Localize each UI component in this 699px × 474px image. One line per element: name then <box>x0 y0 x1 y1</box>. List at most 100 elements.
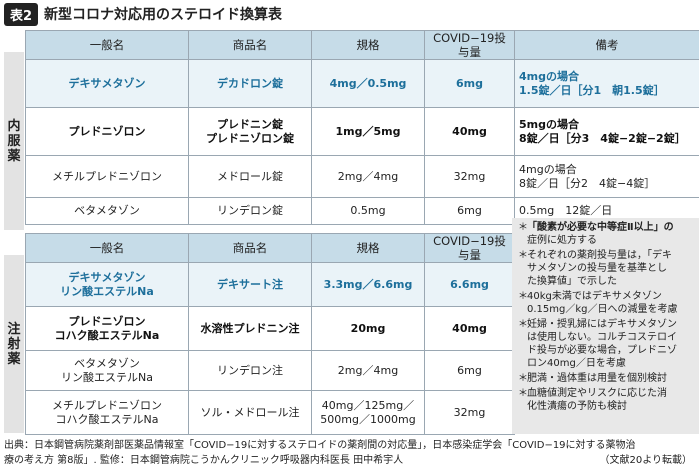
dose-line: 6mg <box>457 204 482 217</box>
cell-spec: 40mg／125mg／ 500mg／1000mg <box>311 390 425 435</box>
footer-reference: （文献20より転載） <box>599 455 692 466</box>
generic-line: リン酸エステルNa <box>60 284 154 298</box>
cell-brand: デカドロン錠 <box>188 59 312 108</box>
cell-generic: プレドニゾロン <box>25 107 189 156</box>
cell-spec: 2mg／4mg <box>311 155 425 198</box>
remarks-line: 8錠／日［分2 4錠−4錠］ <box>519 176 656 190</box>
cell-dose: 32mg <box>424 155 515 198</box>
source-footer: 出典：日本鋼管病院薬剤部医薬品情報室「COVID−19に対するステロイドの薬剤間… <box>4 438 698 468</box>
cell-dose: 6mg <box>424 350 515 391</box>
table-row: ベタメタゾン リン酸エステルNa リンデロン注 2mg／4mg 6mg <box>25 350 515 391</box>
spec-line: 4mg／0.5mg <box>329 76 407 90</box>
brand-line: プレドニン錠 <box>217 117 283 131</box>
asterisk-icon: ＊ <box>518 373 528 384</box>
spec-line: 2mg／4mg <box>337 169 399 183</box>
cell-dose: 32mg <box>424 390 515 435</box>
brand-line: デカドロン錠 <box>217 76 283 90</box>
column-header: 商品名 <box>188 233 312 263</box>
dose-line: 40mg <box>452 321 487 335</box>
dose-line: 6.6mg <box>450 277 489 291</box>
brand-line: メドロール錠 <box>217 169 283 183</box>
generic-line: ベタメタゾン <box>74 356 140 370</box>
note-line: 妊婦・授乳婦にはデキサメタゾン <box>527 319 677 330</box>
brand-line: プレドニゾロン錠 <box>206 131 294 145</box>
column-header: 一般名 <box>25 30 189 60</box>
brand-line: リンデロン錠 <box>217 204 283 217</box>
cell-spec: 4mg／0.5mg <box>311 59 425 108</box>
generic-line: メチルプレドニゾロン <box>52 398 162 412</box>
table-title: 新型コロナ対応用のステロイド換算表 <box>44 7 283 23</box>
generic-line: コハク酸エステルNa <box>55 412 159 426</box>
cell-spec: 3.3mg／6.6mg <box>311 262 425 307</box>
brand-line: 水溶性プレドニン注 <box>200 321 300 335</box>
generic-line: プレドニゾロン <box>68 314 146 328</box>
cell-dose: 40mg <box>424 306 515 351</box>
column-header: 規格 <box>311 30 425 60</box>
note-item: ＊血糖値測定やリスクに応じた消 化性潰瘍の予防も検討 <box>518 387 697 413</box>
spec-line: 20mg <box>350 321 386 335</box>
cell-remarks: 5mgの場合 8錠／日［分3 4錠−2錠−2錠］ <box>514 107 699 156</box>
spec-line: 40mg／125mg／ <box>321 398 415 412</box>
note-line: 化性潰瘍の予防も検討 <box>527 401 627 412</box>
cell-spec: 20mg <box>311 306 425 351</box>
footer-source-line-1: 出典：日本鋼管病院薬剤部医薬品情報室「COVID−19に対するステロイドの薬剤間… <box>4 440 636 451</box>
cell-brand: デキサート注 <box>188 262 312 307</box>
cell-dose: 40mg <box>424 107 515 156</box>
oral-drug-table: 一般名 商品名 規格 COVID−19投与量 備考 デキサメタゾン デカドロン錠 4mg／0… <box>25 30 699 225</box>
generic-line: プレドニゾロン <box>68 124 146 138</box>
column-header: 規格 <box>311 233 425 263</box>
note-item: ＊「酸素が必要な中等症Ⅱ以上」の 症例に処方する <box>518 221 697 247</box>
note-line: サメタゾンの投与量を基準とし <box>527 263 667 274</box>
cell-generic: プレドニゾロン コハク酸エステルNa <box>25 306 189 351</box>
dose-line: 40mg <box>452 124 487 138</box>
note-item: ＊それぞれの薬剤投与量は，「デキ サメタゾンの投与量を基準とし た換算値」で示した <box>518 249 697 288</box>
column-header: 商品名 <box>188 30 312 60</box>
cell-spec: 2mg／4mg <box>311 350 425 391</box>
note-line: ロン40mg／日を考慮 <box>527 358 626 369</box>
table-number-badge: 表2 <box>4 2 39 26</box>
table-row: デキサメタゾン デカドロン錠 4mg／0.5mg 6mg 4mgの場合 1.5錠／日［分1… <box>25 59 699 108</box>
table-row: メチルプレドニゾロン メドロール錠 2mg／4mg 32mg 4mgの場合 8錠／日［分2… <box>25 155 699 198</box>
cell-spec: 1mg／5mg <box>311 107 425 156</box>
remarks-line: 5mgの場合 <box>519 117 579 131</box>
brand-line: デキサート注 <box>217 277 283 291</box>
cell-brand: 水溶性プレドニン注 <box>188 306 312 351</box>
cell-dose: 6.6mg <box>424 262 515 307</box>
note-line: ド投与が必要な場合，プレドニゾ <box>527 345 677 356</box>
cell-dose: 6mg <box>424 59 515 108</box>
cell-spec: 0.5mg <box>311 197 425 225</box>
cell-brand: リンデロン錠 <box>188 197 312 225</box>
note-line: 0.15mg／kg／日への減量を考慮 <box>527 304 678 315</box>
note-item: ＊ 40kg未満ではデキサメタゾン 0.15mg／kg／日への減量を考慮 <box>518 290 697 316</box>
cell-brand: ソル・メドロール注 <box>188 390 312 435</box>
spec-line: 3.3mg／6.6mg <box>323 277 413 291</box>
cell-brand: プレドニン錠 プレドニゾロン錠 <box>188 107 312 156</box>
dose-line: 32mg <box>453 169 486 183</box>
column-header: 備考 <box>514 30 699 60</box>
note-line: 肥満・過体重は用量を個別検討 <box>527 373 667 384</box>
injection-drug-table: 一般名 商品名 規格 COVID−19投与量 デキサメタゾン リン酸エステルNa デキサー… <box>25 233 515 435</box>
cell-generic: デキサメタゾン <box>25 59 189 108</box>
generic-line: デキサメタゾン <box>68 76 146 90</box>
remarks-line: 4mgの場合 <box>519 69 579 83</box>
column-header: COVID−19投与量 <box>424 30 515 60</box>
column-header: 一般名 <box>25 233 189 263</box>
spec-line: 2mg／4mg <box>337 363 399 377</box>
dose-line: 32mg <box>453 405 486 419</box>
generic-line: デキサメタゾン <box>68 270 146 284</box>
cell-generic: メチルプレドニゾロン <box>25 155 189 198</box>
footer-source-line-2: 療の考え方 第8版」. 監修：日本鋼管病院こうかんクリニック呼吸器内科医長 田中… <box>4 455 404 466</box>
note-line: 40kg未満ではデキサメタゾン <box>527 291 662 302</box>
dose-line: 6mg <box>456 76 483 90</box>
generic-line: コハク酸エステルNa <box>54 328 160 342</box>
table-title-row: 表2 新型コロナ対応用のステロイド換算表 <box>4 2 283 26</box>
cell-remarks: 4mgの場合 8錠／日［分2 4錠−4錠］ <box>514 155 699 198</box>
asterisk-icon: ＊ <box>518 319 528 330</box>
note-item: ＊妊婦・授乳婦にはデキサメタゾン は使用しない。コルチコステロイ ド投与が必要な場合… <box>518 318 697 370</box>
note-item: ＊肥満・過体重は用量を個別検討 <box>518 372 697 385</box>
table-row: プレドニゾロン プレドニン錠 プレドニゾロン錠 1mg／5mg 40mg 5mgの場合 8錠… <box>25 107 699 156</box>
generic-line: ベタメタゾン <box>74 204 140 217</box>
spec-line: 1mg／5mg <box>335 124 401 138</box>
cell-remarks: 4mgの場合 1.5錠／日［分1 朝1.5錠］ <box>514 59 699 108</box>
table-row: デキサメタゾン リン酸エステルNa デキサート注 3.3mg／6.6mg 6.6mg <box>25 262 515 307</box>
